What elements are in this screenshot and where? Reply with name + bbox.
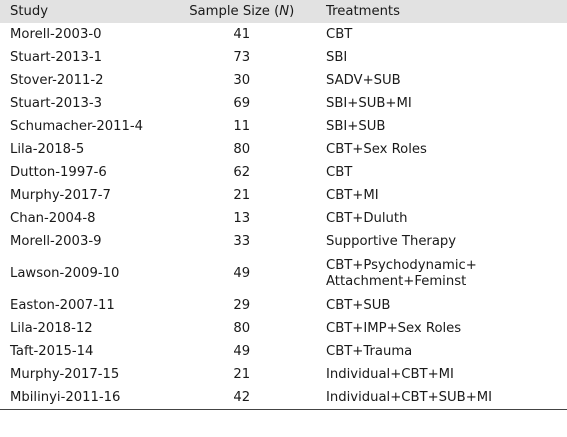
- treatment-line: Individual+CBT+MI: [326, 366, 454, 382]
- cell-treatments: Supportive Therapy: [302, 230, 567, 253]
- cell-study: Murphy-2017-15: [10, 366, 120, 382]
- treatment-line: CBT+SUB: [326, 297, 391, 313]
- header-sample-prefix: Sample Size (: [189, 3, 280, 19]
- cell-sample-size: 30: [233, 72, 251, 88]
- cell-study: Lila-2018-12: [10, 320, 93, 336]
- treatment-line: CBT+MI: [326, 187, 379, 203]
- cell-study: Lila-2018-5: [10, 141, 85, 157]
- treatment-line: CBT+Psychodynamic+: [326, 257, 477, 273]
- table-row: Lawson-2009-10 49 CBT+Psychodynamic+ Atta…: [0, 253, 567, 294]
- cell-study: Stuart-2013-1: [10, 49, 103, 65]
- cell-treatments: Individual+CBT+MI: [302, 363, 567, 386]
- cell-sample-size: 69: [233, 95, 251, 111]
- header-sample-n: N: [279, 3, 290, 19]
- cell-study: Morell-2003-0: [10, 26, 102, 42]
- cell-study: Taft-2015-14: [10, 343, 94, 359]
- cell-treatments: CBT+MI: [302, 184, 567, 207]
- treatment-line: SBI: [326, 49, 348, 65]
- cell-treatments: SADV+SUB: [302, 69, 567, 92]
- cell-study: Easton-2007-11: [10, 297, 115, 313]
- treatment-line: CBT+IMP+Sex Roles: [326, 320, 462, 336]
- cell-treatments: CBT: [302, 23, 567, 46]
- cell-study: Chan-2004-8: [10, 210, 96, 226]
- cell-treatments: SBI+SUB: [302, 115, 567, 138]
- treatment-line: Individual+CBT+SUB+MI: [326, 389, 493, 405]
- treatment-line: CBT: [326, 26, 353, 42]
- table-row: Morell-2003-0 41 CBT: [0, 23, 567, 46]
- cell-sample-size: 62: [233, 164, 251, 180]
- cell-sample-size: 21: [233, 366, 251, 382]
- cell-sample-size: 21: [233, 187, 251, 203]
- cell-study: Stuart-2013-3: [10, 95, 103, 111]
- table-row: Stuart-2013-3 69 SBI+SUB+MI: [0, 92, 567, 115]
- cell-treatments: Individual+CBT+SUB+MI: [302, 386, 567, 410]
- treatment-line: SBI+SUB: [326, 118, 386, 134]
- treatment-line: CBT+Sex Roles: [326, 141, 427, 157]
- cell-treatments: CBT+Sex Roles: [302, 138, 567, 161]
- cell-sample-size: 73: [233, 49, 251, 65]
- study-table: Study Sample Size (N) Treatments Morell-…: [0, 0, 567, 410]
- cell-treatments: SBI+SUB+MI: [302, 92, 567, 115]
- header-row: Study Sample Size (N) Treatments: [0, 0, 567, 23]
- cell-treatments: CBT+IMP+Sex Roles: [302, 317, 567, 340]
- cell-treatments: SBI: [302, 46, 567, 69]
- treatment-line: SADV+SUB: [326, 72, 401, 88]
- cell-sample-size: 41: [233, 26, 251, 42]
- cell-treatments: CBT: [302, 161, 567, 184]
- treatment-line: SBI+SUB+MI: [326, 95, 412, 111]
- table-row: Lila-2018-5 80 CBT+Sex Roles: [0, 138, 567, 161]
- cell-sample-size: 80: [233, 141, 251, 157]
- header-study: Study: [10, 3, 49, 19]
- treatment-line: Supportive Therapy: [326, 233, 457, 249]
- treatment-line: CBT+Duluth: [326, 210, 408, 226]
- cell-study: Dutton-1997-6: [10, 164, 107, 180]
- cell-sample-size: 13: [233, 210, 251, 226]
- cell-sample-size: 29: [233, 297, 251, 313]
- study-table-container: Study Sample Size (N) Treatments Morell-…: [0, 0, 567, 410]
- cell-sample-size: 49: [233, 343, 251, 359]
- table-row: Stuart-2013-1 73 SBI: [0, 46, 567, 69]
- cell-study: Mbilinyi-2011-16: [0, 386, 182, 410]
- cell-treatments: CBT+Duluth: [302, 207, 567, 230]
- cell-study: Stover-2011-2: [10, 72, 104, 88]
- treatment-line: Attachment+Feminst: [326, 273, 467, 289]
- table-body: Morell-2003-0 41 CBT Stuart-2013-1 73 SB…: [0, 23, 567, 410]
- cell-sample-size: 49: [233, 265, 251, 281]
- treatment-line: CBT: [326, 164, 353, 180]
- table-row: Chan-2004-8 13 CBT+Duluth: [0, 207, 567, 230]
- cell-sample-size: 11: [233, 118, 251, 134]
- cell-sample-size: 80: [233, 320, 251, 336]
- table-row: Murphy-2017-15 21 Individual+CBT+MI: [0, 363, 567, 386]
- table-row: Schumacher-2011-4 11 SBI+SUB: [0, 115, 567, 138]
- table-row: Mbilinyi-2011-16 42 Individual+CBT+SUB+M…: [0, 386, 567, 410]
- table-row: Murphy-2017-7 21 CBT+MI: [0, 184, 567, 207]
- cell-treatments: CBT+SUB: [302, 294, 567, 317]
- table-row: Taft-2015-14 49 CBT+Trauma: [0, 340, 567, 363]
- cell-sample-size: 42: [181, 386, 302, 410]
- table-row: Stover-2011-2 30 SADV+SUB: [0, 69, 567, 92]
- table-row: Dutton-1997-6 62 CBT: [0, 161, 567, 184]
- header-treatments: Treatments: [326, 3, 400, 19]
- header-sample-suffix: ): [289, 3, 295, 19]
- header-sample-size: Sample Size (N): [181, 0, 302, 23]
- cell-study: Murphy-2017-7: [10, 187, 111, 203]
- table-header: Study Sample Size (N) Treatments: [0, 0, 567, 23]
- table-row: Easton-2007-11 29 CBT+SUB: [0, 294, 567, 317]
- cell-treatments: CBT+Psychodynamic+ Attachment+Feminst: [302, 253, 567, 294]
- table-row: Morell-2003-9 33 Supportive Therapy: [0, 230, 567, 253]
- table-row: Lila-2018-12 80 CBT+IMP+Sex Roles: [0, 317, 567, 340]
- cell-treatments: CBT+Trauma: [302, 340, 567, 363]
- cell-study: Morell-2003-9: [10, 233, 102, 249]
- treatment-line: CBT+Trauma: [326, 343, 413, 359]
- cell-sample-size: 33: [233, 233, 251, 249]
- cell-study: Lawson-2009-10: [10, 265, 120, 281]
- cell-study: Schumacher-2011-4: [10, 118, 144, 134]
